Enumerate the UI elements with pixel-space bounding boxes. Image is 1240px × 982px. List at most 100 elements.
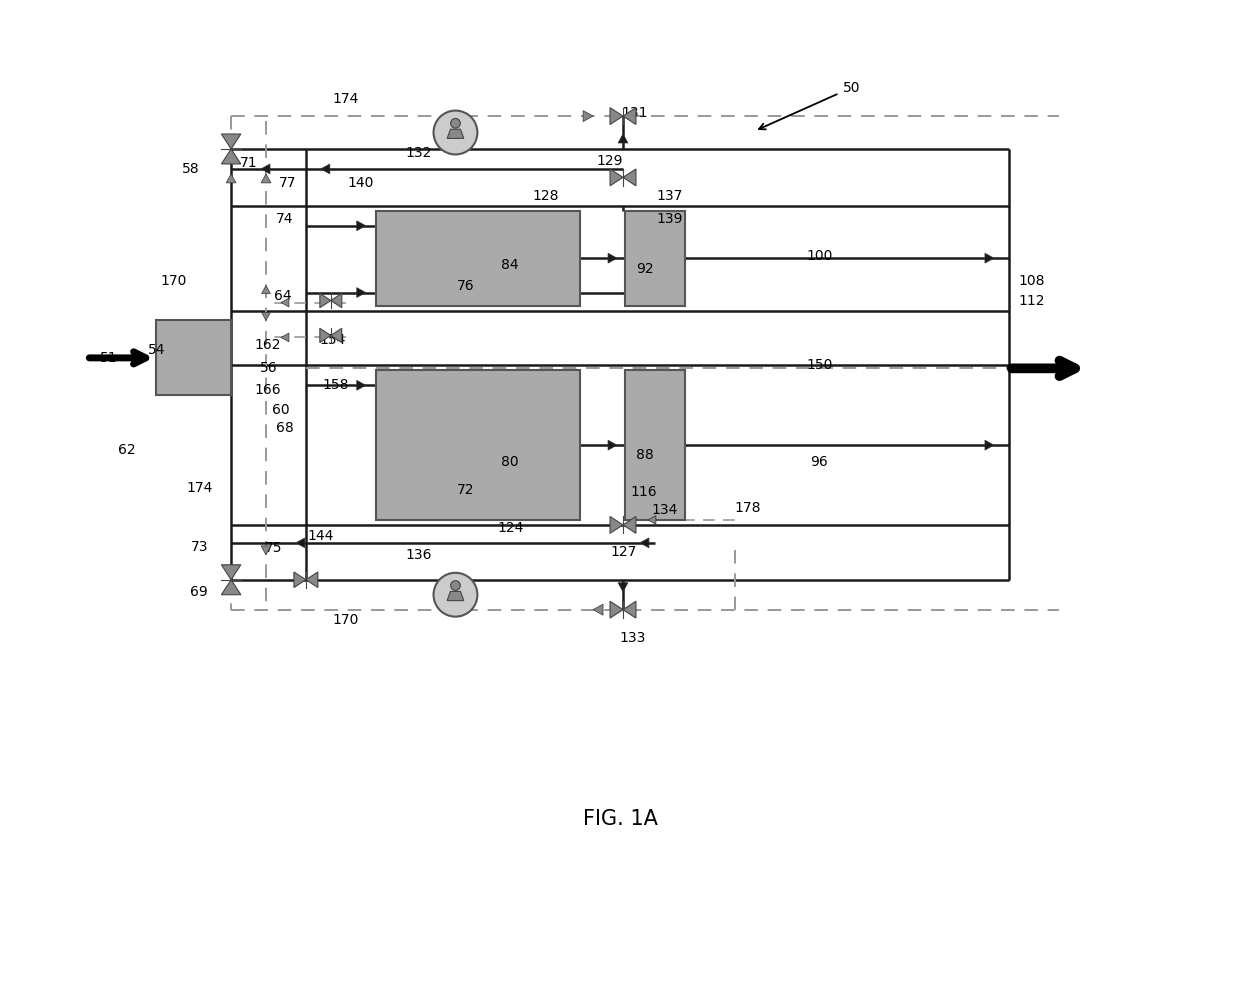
Text: 68: 68 — [277, 421, 294, 435]
Bar — [156, 320, 231, 396]
Polygon shape — [618, 582, 627, 592]
Text: 139: 139 — [657, 212, 683, 226]
Text: 124: 124 — [497, 520, 523, 535]
Text: 73: 73 — [191, 540, 208, 554]
Polygon shape — [331, 294, 342, 307]
Text: 136: 136 — [405, 548, 432, 562]
Text: 174: 174 — [332, 92, 358, 106]
Text: 69: 69 — [190, 584, 208, 599]
Text: 128: 128 — [532, 189, 558, 203]
Polygon shape — [222, 149, 241, 164]
Circle shape — [450, 119, 460, 128]
Text: 74: 74 — [277, 212, 294, 226]
Text: 134: 134 — [652, 503, 678, 517]
Bar — [376, 370, 580, 519]
Text: 112: 112 — [1019, 294, 1045, 307]
Polygon shape — [260, 164, 270, 174]
Text: 56: 56 — [260, 361, 278, 375]
Text: 80: 80 — [501, 455, 520, 469]
Text: 84: 84 — [501, 257, 520, 272]
Text: 96: 96 — [811, 455, 828, 469]
Polygon shape — [222, 579, 241, 595]
Text: 144: 144 — [308, 529, 334, 543]
Text: 54: 54 — [148, 344, 165, 357]
Text: 88: 88 — [636, 448, 653, 463]
Polygon shape — [294, 572, 306, 587]
Bar — [376, 211, 580, 305]
Polygon shape — [262, 546, 272, 555]
Polygon shape — [622, 601, 636, 618]
Text: 131: 131 — [621, 106, 649, 120]
Polygon shape — [640, 538, 649, 548]
Text: 166: 166 — [254, 383, 281, 398]
Polygon shape — [296, 538, 305, 548]
Polygon shape — [320, 294, 331, 307]
Polygon shape — [226, 174, 236, 183]
Text: 127: 127 — [611, 545, 637, 559]
Polygon shape — [320, 328, 331, 343]
Text: 154: 154 — [320, 334, 346, 348]
Polygon shape — [649, 516, 656, 524]
Polygon shape — [622, 517, 636, 533]
Polygon shape — [610, 108, 622, 125]
Polygon shape — [262, 286, 270, 294]
Text: 51: 51 — [99, 352, 118, 365]
Polygon shape — [618, 134, 627, 143]
Polygon shape — [357, 221, 366, 231]
Polygon shape — [593, 604, 603, 615]
Polygon shape — [331, 328, 342, 343]
Text: FIG. 1A: FIG. 1A — [583, 809, 657, 829]
Polygon shape — [306, 572, 317, 587]
Text: 137: 137 — [657, 189, 683, 203]
Text: 62: 62 — [118, 443, 135, 457]
Text: 108: 108 — [1019, 274, 1045, 288]
Polygon shape — [222, 134, 241, 149]
Text: 50: 50 — [843, 82, 861, 95]
Text: 58: 58 — [182, 162, 200, 176]
Polygon shape — [321, 164, 330, 174]
Polygon shape — [583, 111, 593, 122]
Text: 76: 76 — [456, 279, 474, 293]
Polygon shape — [262, 174, 272, 183]
Text: 60: 60 — [272, 404, 290, 417]
Polygon shape — [357, 288, 366, 298]
Text: 92: 92 — [636, 261, 653, 276]
Polygon shape — [610, 601, 622, 618]
Text: 170: 170 — [160, 274, 186, 288]
Text: 133: 133 — [620, 630, 646, 644]
Bar — [625, 211, 684, 305]
Text: 129: 129 — [596, 154, 624, 168]
Text: 64: 64 — [274, 289, 291, 302]
Polygon shape — [622, 169, 636, 186]
Text: 132: 132 — [405, 146, 432, 160]
Polygon shape — [608, 440, 618, 450]
Bar — [625, 370, 684, 519]
Polygon shape — [622, 108, 636, 125]
Text: 170: 170 — [332, 613, 358, 627]
Text: 162: 162 — [254, 339, 281, 353]
Polygon shape — [985, 253, 994, 263]
Polygon shape — [281, 299, 289, 307]
Polygon shape — [262, 312, 270, 320]
Text: 77: 77 — [279, 176, 296, 190]
Polygon shape — [448, 591, 464, 601]
Polygon shape — [357, 380, 366, 390]
Polygon shape — [985, 440, 994, 450]
Text: 178: 178 — [734, 501, 761, 515]
Text: 140: 140 — [347, 176, 374, 190]
Polygon shape — [448, 130, 464, 138]
Text: 174: 174 — [186, 481, 212, 495]
Text: 100: 100 — [806, 248, 832, 262]
Polygon shape — [222, 565, 241, 579]
Text: 158: 158 — [322, 378, 348, 392]
Text: 150: 150 — [806, 358, 832, 372]
Text: 71: 71 — [241, 156, 258, 170]
Circle shape — [434, 111, 477, 154]
Polygon shape — [610, 517, 622, 533]
Text: 116: 116 — [631, 485, 657, 499]
Polygon shape — [610, 169, 622, 186]
Polygon shape — [281, 333, 289, 342]
Polygon shape — [608, 253, 618, 263]
Circle shape — [434, 573, 477, 617]
Text: 72: 72 — [456, 483, 474, 497]
